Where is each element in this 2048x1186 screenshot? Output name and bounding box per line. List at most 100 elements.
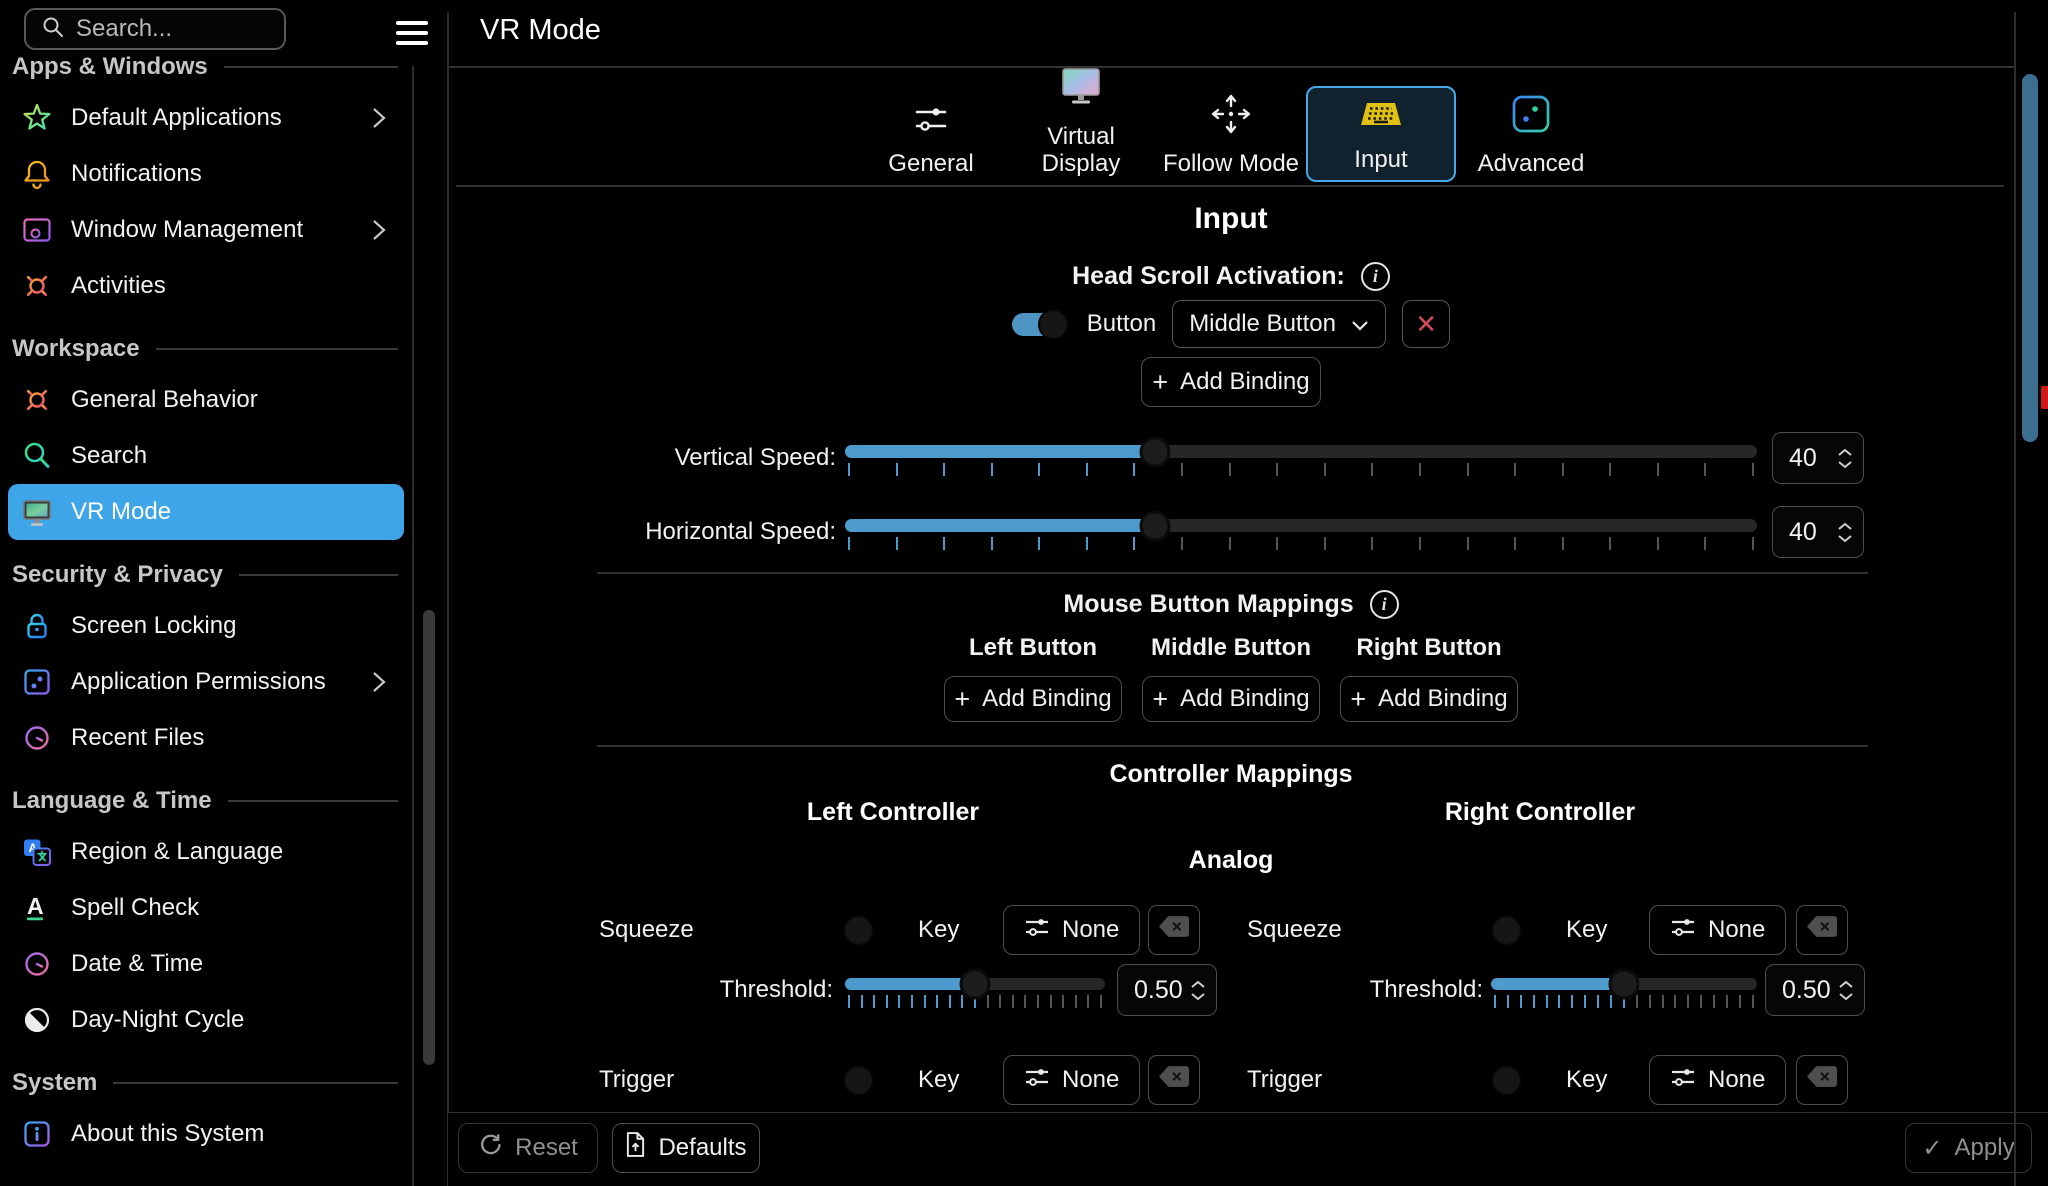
defaults-document-icon: [625, 1131, 646, 1165]
vertical-speed-value[interactable]: 40: [1772, 432, 1864, 484]
add-binding-button[interactable]: + Add Binding: [1142, 676, 1320, 722]
settings-sidebar: Apps & Windows Default Applications Noti…: [0, 0, 428, 1186]
sidebar-item-default-applications[interactable]: Default Applications: [8, 90, 404, 146]
add-binding-button[interactable]: + Add Binding: [1340, 676, 1518, 722]
sidebar-item-about-this-system[interactable]: About this System: [8, 1106, 404, 1162]
sidebar-divider: [412, 66, 414, 1186]
left-squeeze-binding-button[interactable]: None: [1003, 905, 1141, 955]
slider-knob[interactable]: [1139, 510, 1171, 541]
content-scrollbar[interactable]: [2022, 74, 2038, 442]
sidebar-item-label: Screen Locking: [71, 612, 237, 639]
sidebar-item-recent-files[interactable]: Recent Files: [8, 710, 404, 766]
left-trigger-clear-button[interactable]: [1148, 1055, 1200, 1105]
tab-label: Advanced: [1477, 150, 1585, 178]
column-label: Left Button: [969, 634, 1097, 661]
binding-button-select[interactable]: Middle Button: [1172, 300, 1387, 348]
vertical-speed-row: Vertical Speed: 40: [448, 432, 2014, 488]
tab-follow-mode[interactable]: Follow Mode: [1156, 86, 1306, 184]
tab-virtual-display[interactable]: Virtual Display: [1006, 68, 1156, 184]
info-square-icon: [20, 1117, 54, 1151]
sidebar-item-window-management[interactable]: Window Management: [8, 202, 404, 258]
apply-button[interactable]: ✓ Apply: [1905, 1123, 2032, 1173]
slider-track[interactable]: [845, 510, 1757, 541]
right-squeeze-clear-button[interactable]: [1796, 905, 1848, 955]
hamburger-menu-icon[interactable]: [396, 21, 428, 45]
tab-label: Virtual Display: [1041, 123, 1121, 178]
sidebar-item-vr-mode[interactable]: VR Mode: [8, 484, 404, 540]
spinner-buttons[interactable]: [1837, 448, 1853, 469]
head-scroll-binding-row: Button Middle Button ✕: [448, 299, 2014, 349]
right-threshold-slider[interactable]: [1491, 968, 1757, 1008]
info-icon[interactable]: i: [1369, 590, 1399, 619]
sidebar-section-system: System: [12, 1069, 412, 1096]
svg-text:A: A: [27, 893, 44, 919]
slider-track[interactable]: [1491, 968, 1757, 1000]
left-threshold-value[interactable]: 0.50: [1117, 964, 1217, 1016]
tab-advanced[interactable]: Advanced: [1456, 86, 1606, 184]
spinner-buttons[interactable]: [1837, 522, 1853, 543]
sidebar-scrollbar[interactable]: [423, 610, 435, 1065]
add-binding-button[interactable]: + Add Binding: [944, 676, 1122, 722]
sidebar-item-region-language[interactable]: A Region & Language: [8, 824, 404, 880]
page-title: VR Mode: [480, 14, 601, 46]
sidebar-item-label: Activities: [71, 272, 166, 299]
slider-knob[interactable]: [959, 968, 991, 1000]
slider-knob[interactable]: [1139, 436, 1171, 467]
vertical-speed-slider[interactable]: [845, 436, 1757, 476]
defaults-button[interactable]: Defaults: [612, 1123, 760, 1173]
sidebar-item-label: Window Management: [71, 216, 304, 243]
vr-mode-page: VR Mode General Virtual Display Follow M…: [448, 0, 2014, 1186]
left-threshold-slider[interactable]: [845, 968, 1105, 1008]
left-controller-title: Left Controller: [806, 798, 980, 826]
slider-ticks: [845, 537, 1757, 550]
remove-binding-button[interactable]: ✕: [1402, 300, 1451, 348]
right-trigger-clear-button[interactable]: [1796, 1055, 1848, 1105]
sidebar-item-spell-check[interactable]: A Spell Check: [8, 880, 404, 936]
content-right-divider: [2014, 12, 2016, 1186]
reset-button[interactable]: Reset: [458, 1123, 598, 1173]
sidebar-item-date-time[interactable]: Date & Time: [8, 936, 404, 992]
sidebar-item-notifications[interactable]: Notifications: [8, 146, 404, 202]
move-arrows-icon: [1209, 92, 1253, 141]
sidebar-item-activities[interactable]: Activities: [8, 258, 404, 314]
tab-general[interactable]: General: [856, 86, 1006, 184]
right-trigger-label: Trigger: [1247, 1066, 1323, 1093]
binding-type-label: Button: [1086, 310, 1157, 337]
horizontal-speed-slider[interactable]: [845, 510, 1757, 550]
tab-label: General: [888, 150, 974, 178]
sidebar-item-day-night-cycle[interactable]: Day-Night Cycle: [8, 992, 404, 1048]
horizontal-speed-value[interactable]: 40: [1772, 506, 1864, 558]
sidebar-item-screen-locking[interactable]: Screen Locking: [8, 598, 404, 654]
sidebar-section-language-time: Language & Time: [12, 787, 412, 814]
sidebar-item-application-permissions[interactable]: Application Permissions: [8, 654, 404, 710]
keyboard-icon: [1357, 98, 1405, 137]
left-trigger-binding-button[interactable]: None: [1003, 1055, 1141, 1105]
left-squeeze-clear-button[interactable]: [1148, 905, 1200, 955]
star-icon: [20, 101, 54, 135]
gear-icon: [20, 269, 54, 303]
spinner-buttons[interactable]: [1838, 980, 1854, 1001]
sidebar-section-workspace: Workspace: [12, 335, 412, 362]
sidebar-item-general-behavior[interactable]: General Behavior: [8, 372, 404, 428]
tab-input[interactable]: Input: [1306, 86, 1456, 182]
info-icon[interactable]: i: [1360, 262, 1390, 291]
section-heading: Input: [1194, 202, 1268, 235]
magnifier-icon: [20, 439, 54, 473]
section-divider: [597, 745, 1868, 747]
tabs-divider: [456, 185, 2004, 187]
slider-track[interactable]: [845, 436, 1757, 467]
spinner-buttons[interactable]: [1190, 980, 1206, 1001]
right-squeeze-binding-button[interactable]: None: [1649, 905, 1787, 955]
chevron-right-icon: [372, 219, 394, 241]
window-gear-icon: [20, 213, 54, 247]
slider-knob[interactable]: [1608, 968, 1640, 1000]
right-threshold-value[interactable]: 0.50: [1765, 964, 1865, 1016]
slider-track[interactable]: [845, 968, 1105, 1000]
search-input-container[interactable]: [24, 8, 286, 50]
right-trigger-binding-button[interactable]: None: [1649, 1055, 1787, 1105]
head-scroll-toggle[interactable]: [1011, 308, 1069, 340]
sidebar-item-search[interactable]: Search: [8, 428, 404, 484]
bell-icon: [20, 157, 54, 191]
add-binding-button[interactable]: + Add Binding: [1141, 357, 1321, 407]
search-input[interactable]: [74, 14, 258, 44]
